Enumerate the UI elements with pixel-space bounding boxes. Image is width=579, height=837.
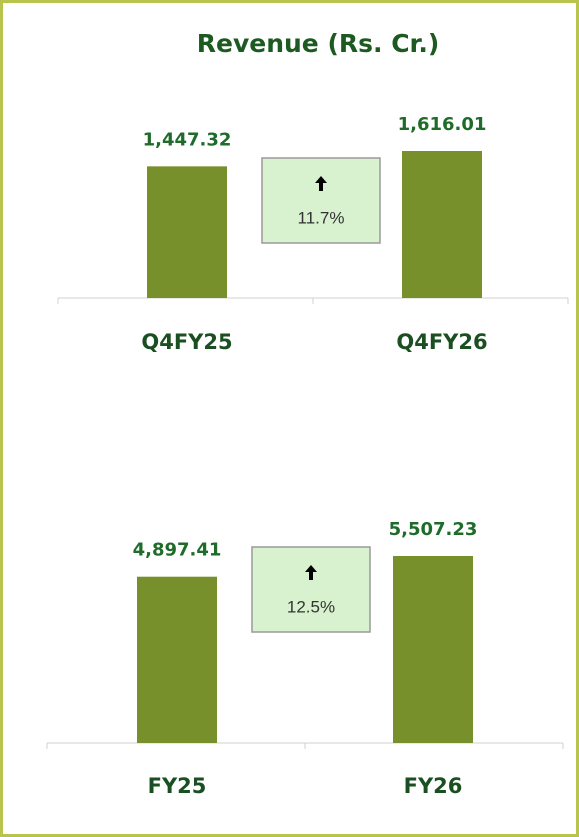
- value-label: 4,897.41: [133, 540, 222, 561]
- bar: [147, 166, 227, 298]
- category-label: Q4FY25: [141, 330, 232, 354]
- category-label: FY26: [404, 774, 463, 798]
- category-label: Q4FY26: [396, 330, 487, 354]
- bar: [137, 576, 217, 743]
- bar: [402, 151, 482, 298]
- up-arrow: [315, 176, 327, 191]
- change-badge: [261, 157, 381, 244]
- title: Revenue (Rs. Cr.): [197, 29, 440, 58]
- bar: [393, 556, 473, 743]
- value-label: 1,616.01: [398, 114, 487, 135]
- change-badge: [251, 546, 371, 633]
- value-label: 5,507.23: [389, 519, 478, 540]
- change-label: 11.7%: [298, 208, 345, 227]
- up-arrow: [305, 565, 317, 580]
- category-label: FY25: [148, 774, 207, 798]
- change-label: 12.5%: [287, 597, 335, 616]
- value-label: 1,447.32: [143, 129, 232, 150]
